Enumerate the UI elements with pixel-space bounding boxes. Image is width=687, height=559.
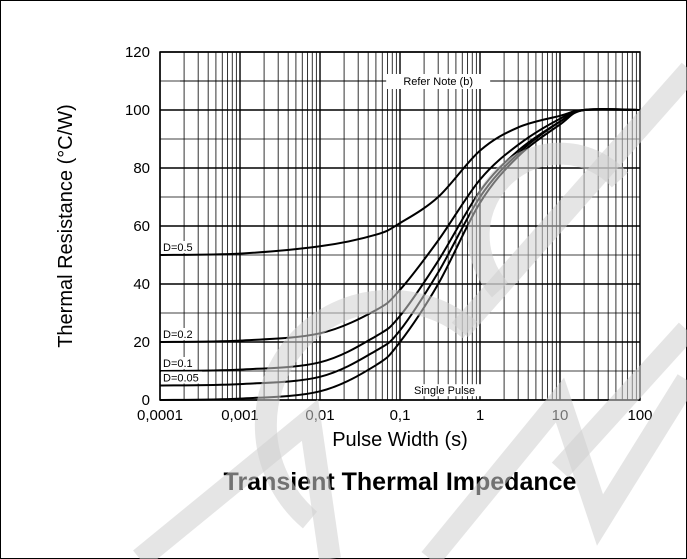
x-tick-label: 0,1: [390, 407, 411, 424]
x-axis-label: Pulse Width (s): [332, 429, 468, 451]
series-line-3: [159, 108, 641, 387]
plot-frame: [159, 51, 641, 401]
watermark-stroke: [254, 289, 478, 529]
series-label-background: [161, 241, 196, 253]
x-tick-label: 0,001: [221, 407, 259, 424]
y-tick-label: 120: [125, 44, 150, 61]
series-line-4: [159, 107, 641, 401]
series-label: D=0.1: [163, 358, 193, 370]
series-label-background: [161, 328, 196, 340]
watermark-stroke: [551, 322, 687, 478]
series-label-background: [412, 384, 491, 397]
series-label: Single Pulse: [414, 385, 475, 397]
x-tick-label: 0,0001: [137, 407, 183, 424]
annotation-background: [386, 74, 491, 89]
x-tick-label: 100: [627, 407, 652, 424]
watermark-stroke: [133, 399, 341, 559]
y-tick-label: 20: [133, 334, 150, 351]
series-label-background: [161, 371, 203, 384]
series-label: D=0.05: [163, 373, 199, 385]
series-line-0: [159, 108, 641, 256]
series-label: D=0.5: [163, 242, 193, 254]
x-tick-label: 1: [476, 407, 484, 424]
series-label: D=0.2: [163, 329, 193, 341]
watermark: [133, 62, 687, 559]
y-axis-label: Thermal Resistance (°C/W): [55, 104, 77, 348]
series-labels: D=0.5 D=0.2 D=0.1 D=0.05 Single Pulse: [161, 80, 620, 397]
y-tick-label: 100: [125, 102, 150, 119]
watermark-stroke: [467, 142, 629, 298]
y-tick-label: 0: [142, 392, 150, 409]
y-tick-label: 60: [133, 218, 150, 235]
annotation-refer-note: Refer Note (b): [403, 76, 473, 88]
y-tick-label: 40: [133, 276, 150, 293]
grid: [159, 51, 640, 401]
series-label-background: [161, 357, 196, 369]
y-tick-label: 80: [133, 160, 150, 177]
